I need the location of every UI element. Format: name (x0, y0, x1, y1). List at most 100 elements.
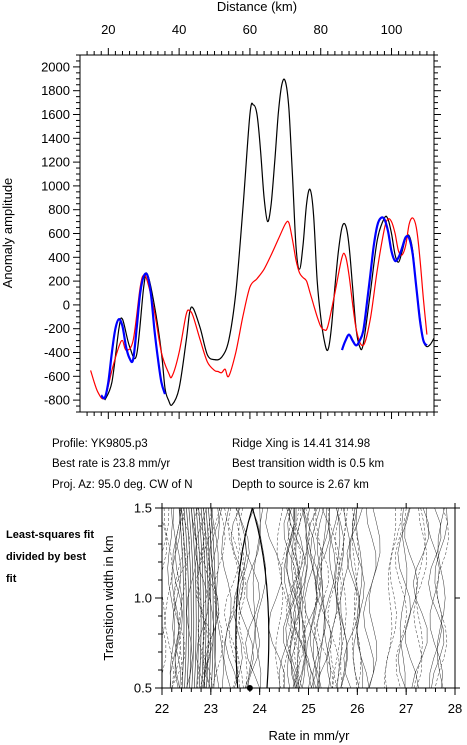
y-tick-label-anomaly: 1600 (41, 107, 70, 122)
contour-line (200, 508, 207, 688)
model-anomaly-line (90, 217, 428, 400)
contour-line (326, 508, 340, 688)
rate-tick-label: 27 (399, 701, 413, 716)
contour-line (437, 508, 446, 688)
y-tick-label-anomaly: 1200 (41, 155, 70, 170)
contour-line (434, 508, 450, 688)
y-tick-label-anomaly: 800 (48, 202, 70, 217)
contour-line (235, 508, 270, 688)
contour-line (413, 508, 428, 688)
contour-line (352, 508, 370, 688)
y-axis-title-transition: Transition width in km (101, 535, 116, 660)
contour-lines (162, 508, 450, 688)
x-axis-title-distance: Distance (km) (217, 0, 297, 14)
contour-line (318, 508, 327, 688)
contour-line (286, 508, 296, 688)
fit-segment-line (100, 272, 167, 400)
observed-anomaly-line (104, 78, 435, 406)
best-fit-point (246, 685, 253, 691)
least-squares-note: Least-squares fit divided by best fit (6, 529, 95, 585)
contour-line (227, 508, 240, 688)
contour-line (312, 508, 325, 688)
contour-line (292, 508, 310, 688)
anomaly-plot: 20 40 60 80 100 -800 -600 -400 -200 0 200 400 600 800… (0, 0, 441, 419)
y-axis-title-anomaly: Anomaly amplitude (0, 178, 15, 289)
contour-line (352, 508, 362, 688)
contour-line (171, 508, 185, 688)
contour-line (327, 508, 340, 688)
contour-line (323, 508, 336, 688)
contour-line (397, 508, 411, 688)
y-tick-label-anomaly: 0 (63, 297, 70, 312)
contour-line (275, 508, 284, 688)
contour-line (426, 508, 443, 688)
contour-line (334, 508, 343, 688)
contour-line (191, 508, 197, 688)
contour-line (349, 508, 361, 688)
contour-line (278, 508, 297, 688)
y-tick-label-anomaly: -800 (44, 393, 70, 408)
x-tick-label-distance: 40 (172, 22, 186, 37)
contour-line (162, 508, 170, 641)
misfit-contour-plot: 22 23 24 25 26 27 28 0.5 1.0 1.5 Rate in mm/yr Tr… (101, 501, 462, 744)
contour-line (178, 508, 185, 688)
contour-line (428, 508, 445, 688)
contour-line (302, 508, 319, 688)
contour-line (235, 508, 248, 688)
anomaly-plot-series (90, 78, 435, 406)
contour-line (340, 508, 348, 688)
contour-line (332, 508, 346, 688)
contour-line (429, 508, 448, 688)
contour-line (205, 508, 222, 688)
rate-tick-label: 24 (252, 701, 266, 716)
profile-label: Profile: YK9805.p3 (52, 438, 148, 450)
contour-line (181, 508, 187, 688)
y-tick-label-anomaly: -200 (44, 321, 70, 336)
rate-tick-label: 28 (448, 701, 462, 716)
y-tick-label-anomaly: 1000 (41, 178, 70, 193)
y-tick-label-anomaly: 600 (48, 226, 70, 241)
contour-line (313, 508, 323, 688)
contour-line (404, 508, 419, 688)
contour-line (288, 508, 305, 688)
contour-line (210, 508, 217, 688)
contour-line (193, 508, 213, 688)
contour-line (312, 508, 330, 688)
contour-line (221, 508, 232, 688)
rate-tick-label: 26 (350, 701, 364, 716)
contour-line (169, 508, 182, 688)
y-tick-label-anomaly: 200 (48, 274, 70, 289)
y-tick-label-anomaly: 400 (48, 250, 70, 265)
contour-line (178, 508, 187, 688)
contour-line (384, 508, 397, 688)
contour-line (167, 508, 176, 688)
contour-line (363, 508, 377, 688)
contour-line (395, 508, 408, 688)
contour-line (399, 508, 408, 688)
misfit-plot-ticks: 22 23 24 25 26 27 28 0.5 1.0 1.5 (134, 501, 462, 717)
contour-line (413, 508, 426, 688)
width-tick-label: 1.0 (134, 591, 152, 606)
contour-line (186, 508, 192, 688)
contour-line (236, 508, 246, 688)
y-tick-label-anomaly: 1800 (41, 83, 70, 98)
best-rate-label: Best rate is 23.8 mm/yr (52, 458, 171, 470)
y-tick-label-anomaly: 2000 (41, 59, 70, 74)
contour-line (172, 508, 182, 688)
projection-azimuth-label: Proj. Az: 95.0 deg. CW of N (52, 479, 193, 491)
contour-line (340, 508, 351, 688)
contour-line (203, 508, 220, 688)
x-axis-title-rate: Rate in mm/yr (269, 728, 351, 743)
contour-line (255, 508, 267, 688)
width-tick-label: 1.5 (134, 501, 152, 516)
contour-line (384, 508, 402, 688)
y-tick-label-anomaly: -600 (44, 369, 70, 384)
best-transition-label: Best transition width is 0.5 km (232, 458, 385, 470)
x-tick-label-distance: 80 (313, 22, 327, 37)
contour-line (225, 508, 244, 688)
y-tick-label-anomaly: -400 (44, 345, 70, 360)
contour-line (197, 508, 206, 688)
x-tick-label-distance: 60 (243, 22, 257, 37)
contour-line (198, 508, 204, 688)
